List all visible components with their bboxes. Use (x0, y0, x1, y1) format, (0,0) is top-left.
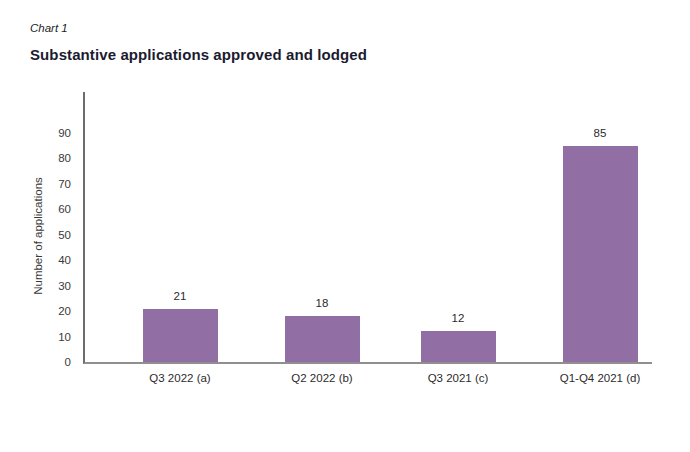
y-axis-tick-label: 40 (39, 254, 71, 266)
bar-value-label: 12 (421, 312, 496, 324)
y-axis-tick-label: 10 (39, 331, 71, 343)
bar (421, 331, 496, 362)
bar (143, 309, 218, 362)
y-axis-tick-label: 60 (39, 203, 71, 215)
bar (563, 146, 638, 362)
y-axis-tick-label: 30 (39, 280, 71, 292)
x-axis-category-label: Q3 2022 (a) (110, 372, 250, 384)
x-axis-category-label: Q2 2022 (b) (252, 372, 392, 384)
y-axis-tick-label: 70 (39, 178, 71, 190)
y-axis-tick-label: 90 (39, 127, 71, 139)
y-axis-tick-label: 20 (39, 305, 71, 317)
y-axis-tick-label: 80 (39, 152, 71, 164)
y-axis-tick-label: 50 (39, 229, 71, 241)
x-axis-category-label: Q3 2021 (c) (388, 372, 528, 384)
x-axis-category-label: Q1-Q4 2021 (d) (530, 372, 670, 384)
plot-area: Number of applications 01020304050607080… (83, 92, 652, 364)
bar-value-label: 21 (143, 290, 218, 302)
bar (285, 316, 360, 362)
chart-number-label: Chart 1 (30, 22, 68, 34)
bar-value-label: 18 (285, 297, 360, 309)
bar-value-label: 85 (563, 127, 638, 139)
chart-title: Substantive applications approved and lo… (30, 46, 367, 63)
y-axis-tick-label: 0 (39, 356, 71, 368)
chart-figure: Chart 1 Substantive applications approve… (0, 0, 690, 452)
